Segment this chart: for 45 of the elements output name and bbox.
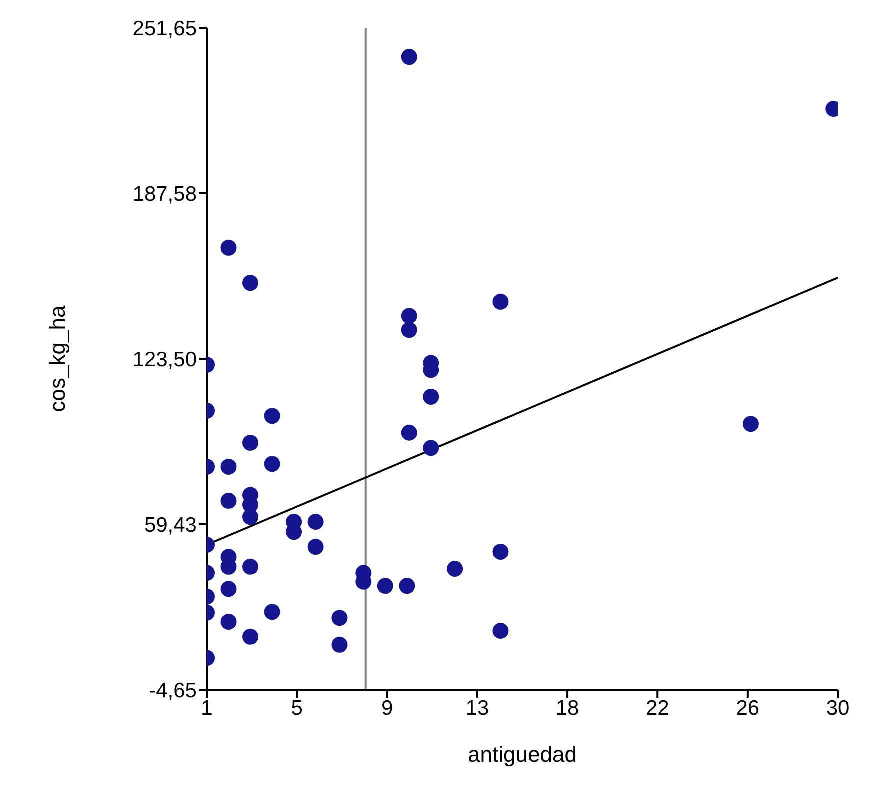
point [399,578,416,594]
x-tick-label: 5 [291,696,303,720]
x-tick-label: 18 [556,696,580,720]
point [264,456,280,472]
point [308,539,324,556]
point [264,408,280,424]
point [401,424,418,441]
point [242,275,259,292]
point [308,514,324,530]
x-tick-label: 26 [736,696,760,720]
point [423,440,440,456]
point [401,49,418,66]
point [377,578,394,594]
point [332,610,348,626]
x-tick-label: 9 [382,696,394,720]
x-tick-label: 22 [646,696,670,720]
x-tick-label: 30 [826,696,850,720]
point [220,493,237,510]
y-tick-label: -4,65 [149,679,197,702]
point [220,581,237,598]
point [264,604,280,620]
point [447,560,464,577]
y-axis-title: cos_kg_ha [44,305,70,412]
point [220,240,237,256]
point [242,434,259,451]
point [220,458,237,475]
y-tick-label: 187,58 [132,182,197,206]
point [492,294,509,310]
point [332,636,348,653]
x-tick-label: 1 [201,696,213,720]
y-tick-label: 59,43 [144,514,197,537]
x-tick-label: 13 [466,696,490,720]
y-tick-label: 123,50 [132,348,197,372]
point [742,416,759,432]
point [492,544,509,560]
y-tick-label: 251,65 [132,17,197,40]
point [242,509,259,526]
point [242,628,259,645]
point [220,614,237,630]
point [423,388,440,405]
point [401,308,418,324]
point [401,322,418,338]
x-axis-title: antiguedad [468,742,577,767]
point [492,622,509,639]
point [242,558,259,575]
